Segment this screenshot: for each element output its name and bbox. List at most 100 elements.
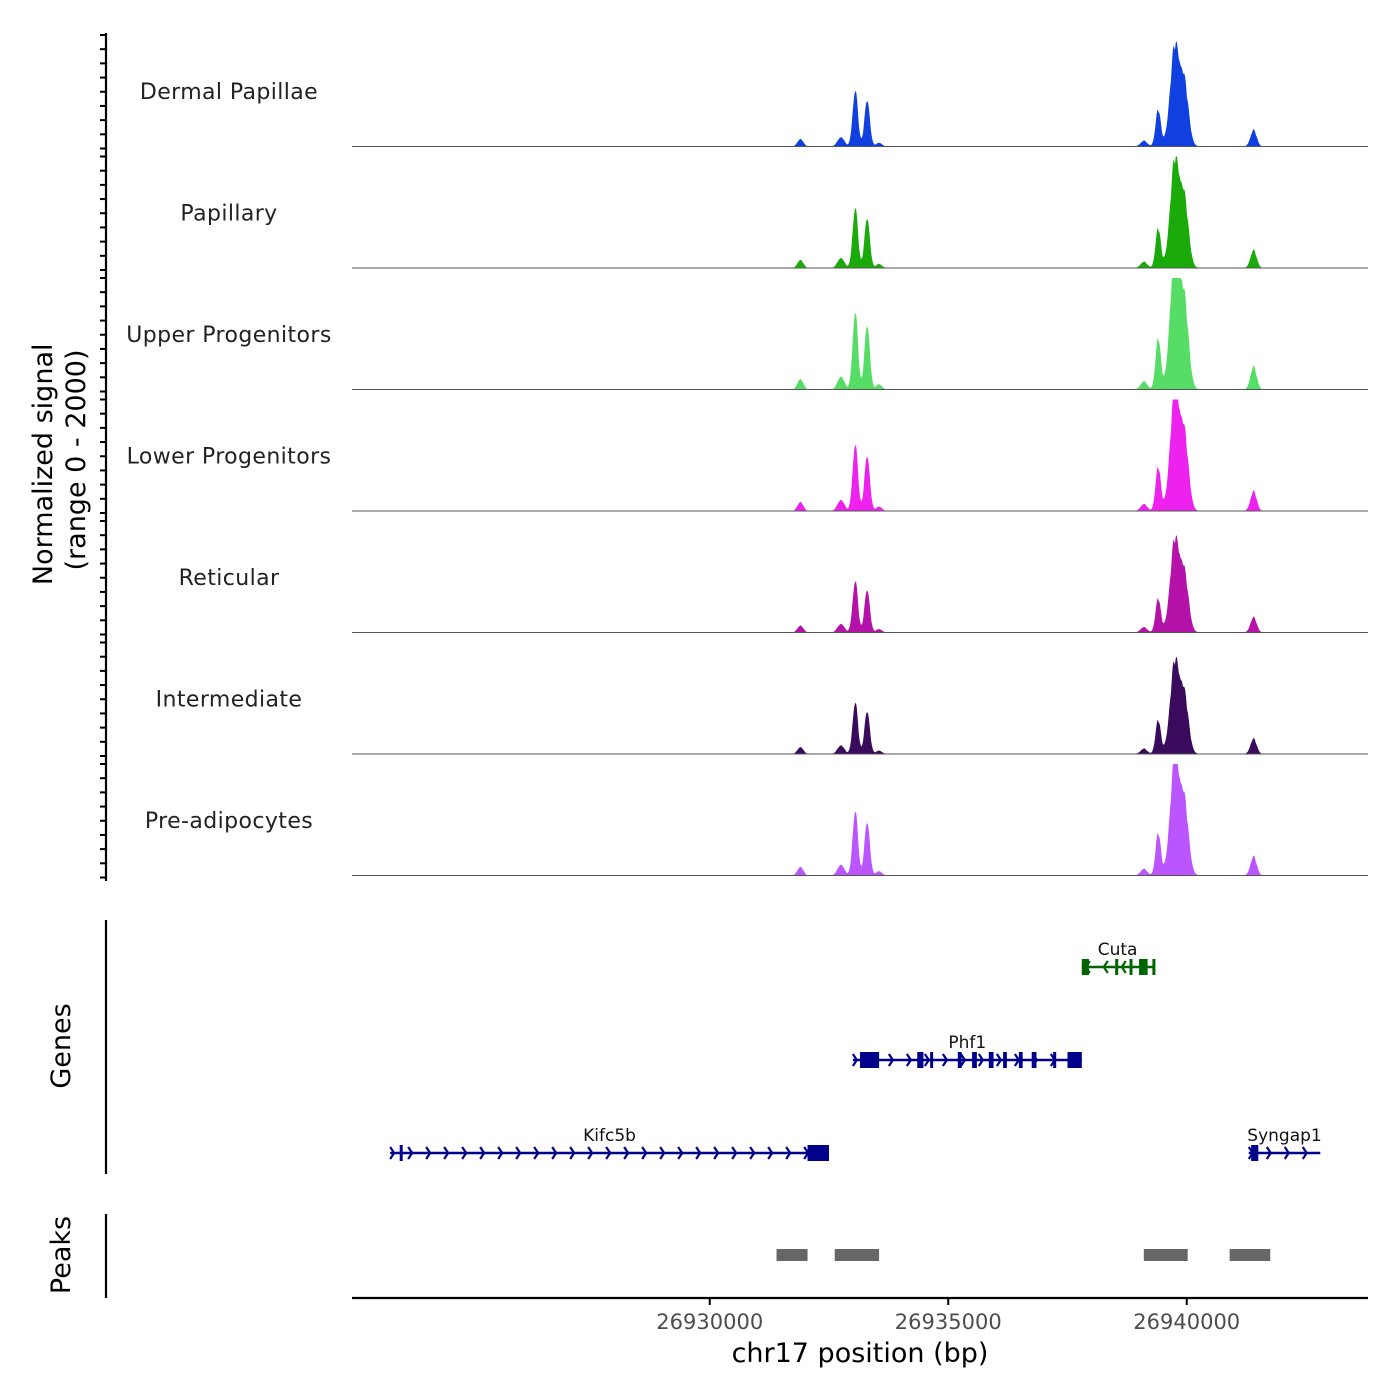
track-reticular: Reticular bbox=[179, 535, 1368, 633]
strand-arrow bbox=[767, 1146, 774, 1160]
track-upper-progenitors: Upper Progenitors bbox=[126, 278, 1368, 390]
strand-arrow bbox=[515, 1146, 522, 1160]
strand-arrow bbox=[1102, 960, 1109, 974]
x-tick-label: 26940000 bbox=[1133, 1310, 1240, 1334]
x-tick-label: 26935000 bbox=[895, 1310, 1002, 1334]
strand-arrow bbox=[749, 1146, 756, 1160]
exon bbox=[399, 1145, 403, 1161]
exon bbox=[1081, 959, 1089, 975]
signal-area bbox=[352, 156, 1368, 268]
peak-region bbox=[776, 1249, 808, 1261]
peaks-axis-label: Peaks bbox=[46, 1216, 77, 1294]
strand-arrow bbox=[443, 1146, 450, 1160]
strand-arrow bbox=[425, 1146, 432, 1160]
signal-area bbox=[352, 41, 1368, 147]
strand-arrow bbox=[389, 1146, 396, 1160]
x-axis: 26930000 26935000 26940000 bbox=[352, 1296, 1368, 1334]
signal-area bbox=[352, 656, 1368, 754]
strand-arrow bbox=[977, 1053, 985, 1067]
exon bbox=[972, 1052, 977, 1068]
strand-arrow bbox=[923, 1053, 931, 1067]
strand-arrow bbox=[479, 1146, 486, 1160]
strand-arrow bbox=[497, 1146, 504, 1160]
exon bbox=[1031, 1052, 1037, 1068]
exon bbox=[1139, 959, 1148, 975]
x-axis-title: chr17 position (bp) bbox=[732, 1338, 989, 1369]
exon bbox=[1003, 1052, 1007, 1068]
y-axis-label-line2: (range 0 - 2000) bbox=[61, 350, 92, 571]
track-papillary: Papillary bbox=[180, 156, 1368, 269]
signal-area bbox=[352, 278, 1368, 390]
track-dermal-papillae: Dermal Papillae bbox=[140, 41, 1368, 147]
peak-region bbox=[1229, 1249, 1271, 1261]
exon bbox=[930, 1052, 934, 1068]
strand-arrow bbox=[959, 1053, 967, 1067]
track-label: Lower Progenitors bbox=[127, 445, 332, 470]
strand-arrow bbox=[905, 1053, 913, 1067]
track-pre-adipocytes: Pre-adipocytes bbox=[145, 764, 1368, 876]
exon bbox=[860, 1052, 880, 1068]
genes-axis-label: Genes bbox=[46, 1003, 77, 1088]
track-intermediate: Intermediate bbox=[156, 656, 1368, 755]
track-lower-progenitors: Lower Progenitors bbox=[127, 399, 1368, 512]
signal-area bbox=[352, 535, 1368, 633]
strand-arrow bbox=[605, 1146, 612, 1160]
exon bbox=[807, 1145, 829, 1161]
strand-arrow bbox=[1301, 1146, 1309, 1160]
x-tick-label: 26930000 bbox=[656, 1310, 763, 1334]
exon bbox=[917, 1052, 924, 1068]
track-label: Reticular bbox=[179, 566, 280, 591]
exon bbox=[1129, 959, 1133, 975]
signal-area bbox=[352, 764, 1368, 876]
track-label: Dermal Papillae bbox=[140, 80, 318, 105]
track-label: Pre-adipocytes bbox=[145, 809, 313, 834]
peaks-panel bbox=[776, 1249, 1271, 1261]
track-label: Papillary bbox=[180, 202, 277, 227]
gene-kifc5b: Kifc5b bbox=[389, 1126, 829, 1161]
strand-arrow bbox=[713, 1146, 720, 1160]
exon bbox=[1067, 1052, 1082, 1068]
track-label: Upper Progenitors bbox=[126, 323, 331, 348]
y-axis-label: Normalized signal (range 0 - 2000) bbox=[28, 335, 92, 585]
strand-arrow bbox=[551, 1146, 558, 1160]
strand-arrow bbox=[677, 1146, 684, 1160]
gene-name: Syngap1 bbox=[1247, 1126, 1321, 1146]
exon bbox=[1053, 1052, 1057, 1068]
strand-arrow bbox=[1265, 1146, 1273, 1160]
exon bbox=[1251, 1145, 1259, 1161]
left-axes bbox=[100, 33, 108, 1298]
gene-cuta: Cuta bbox=[1081, 940, 1156, 975]
strand-arrow bbox=[1120, 960, 1127, 974]
strand-arrow bbox=[623, 1146, 630, 1160]
strand-arrow bbox=[941, 1053, 949, 1067]
peak-region bbox=[1143, 1249, 1188, 1261]
strand-arrow bbox=[533, 1146, 540, 1160]
strand-arrow bbox=[995, 1053, 1003, 1067]
track-label: Intermediate bbox=[156, 688, 303, 713]
strand-arrow bbox=[407, 1146, 414, 1160]
gene-phf1: Phf1 bbox=[851, 1033, 1082, 1068]
strand-arrow bbox=[659, 1146, 666, 1160]
signal-tracks: Dermal Papillae Papillary Upper Progenitor… bbox=[126, 41, 1368, 876]
strand-arrow bbox=[587, 1146, 594, 1160]
exon bbox=[1152, 959, 1156, 975]
strand-arrow bbox=[887, 1053, 895, 1067]
strand-arrow bbox=[1283, 1146, 1291, 1160]
strand-arrow bbox=[641, 1146, 648, 1160]
strand-arrow bbox=[461, 1146, 468, 1160]
exon bbox=[1115, 959, 1119, 975]
gene-name: Kifc5b bbox=[583, 1126, 636, 1146]
strand-arrow bbox=[569, 1146, 576, 1160]
strand-arrow bbox=[785, 1146, 792, 1160]
gene-syngap1: Syngap1 bbox=[1247, 1126, 1322, 1161]
exon bbox=[957, 1052, 962, 1068]
genes-panel: Cuta Phf1 Kifc5b Syngap1 bbox=[389, 940, 1322, 1161]
signal-area bbox=[352, 399, 1368, 511]
strand-arrow bbox=[851, 1053, 859, 1067]
strand-arrow bbox=[695, 1146, 702, 1160]
strand-arrow bbox=[731, 1146, 738, 1160]
exon bbox=[1018, 1052, 1023, 1068]
peak-region bbox=[834, 1249, 880, 1261]
gene-name: Cuta bbox=[1098, 940, 1138, 960]
